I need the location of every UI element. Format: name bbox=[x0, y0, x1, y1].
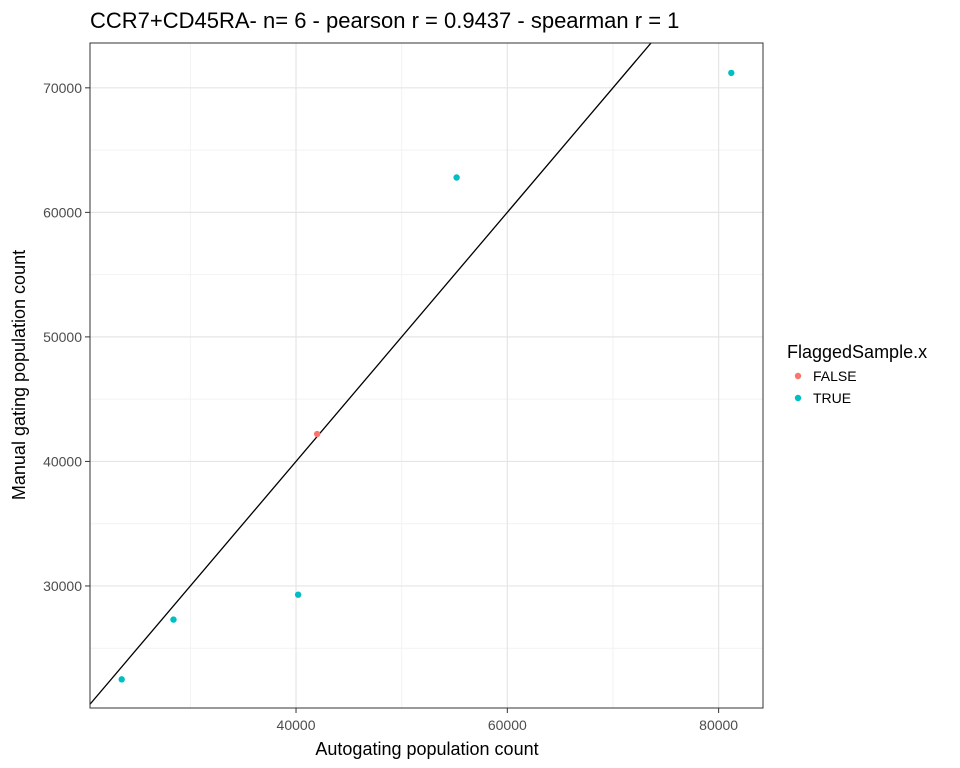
legend-label-false: FALSE bbox=[813, 368, 857, 384]
major-gridlines bbox=[90, 43, 763, 708]
data-point-true bbox=[118, 676, 125, 683]
y-tick-label: 60000 bbox=[43, 204, 82, 220]
minor-gridlines bbox=[90, 43, 763, 708]
y-tick-label: 30000 bbox=[43, 578, 82, 594]
legend-items: FALSE TRUE bbox=[794, 368, 857, 406]
reference-line-group bbox=[90, 43, 652, 705]
legend-key-false bbox=[794, 372, 802, 380]
y-tick-label: 70000 bbox=[43, 80, 82, 96]
x-axis-ticks: 40000 60000 80000 bbox=[277, 708, 738, 733]
y-tick-label: 50000 bbox=[43, 329, 82, 345]
y-axis-title: Manual gating population count bbox=[9, 250, 29, 500]
data-point-true bbox=[728, 69, 735, 77]
legend: FlaggedSample.x FALSE TRUE bbox=[787, 342, 927, 406]
plot-panel-border bbox=[89, 42, 764, 709]
legend-title: FlaggedSample.x bbox=[787, 342, 927, 362]
legend-label-true: TRUE bbox=[813, 390, 851, 406]
data-point-false bbox=[313, 430, 321, 438]
x-tick-label: 80000 bbox=[699, 717, 738, 733]
identity-reference-line bbox=[90, 43, 652, 705]
x-axis-title: Autogating population count bbox=[315, 739, 538, 759]
data-points bbox=[118, 69, 735, 683]
data-point-true bbox=[294, 591, 302, 598]
x-tick-label: 40000 bbox=[277, 717, 316, 733]
legend-key-true bbox=[794, 394, 802, 402]
data-point-true bbox=[170, 616, 177, 623]
data-point-true bbox=[453, 174, 460, 181]
chart-title: CCR7+CD45RA- n= 6 - pearson r = 0.9437 -… bbox=[90, 8, 679, 33]
y-axis-ticks: 30000 40000 50000 60000 70000 bbox=[43, 80, 90, 594]
x-tick-label: 60000 bbox=[488, 717, 527, 733]
y-tick-label: 40000 bbox=[43, 453, 82, 469]
